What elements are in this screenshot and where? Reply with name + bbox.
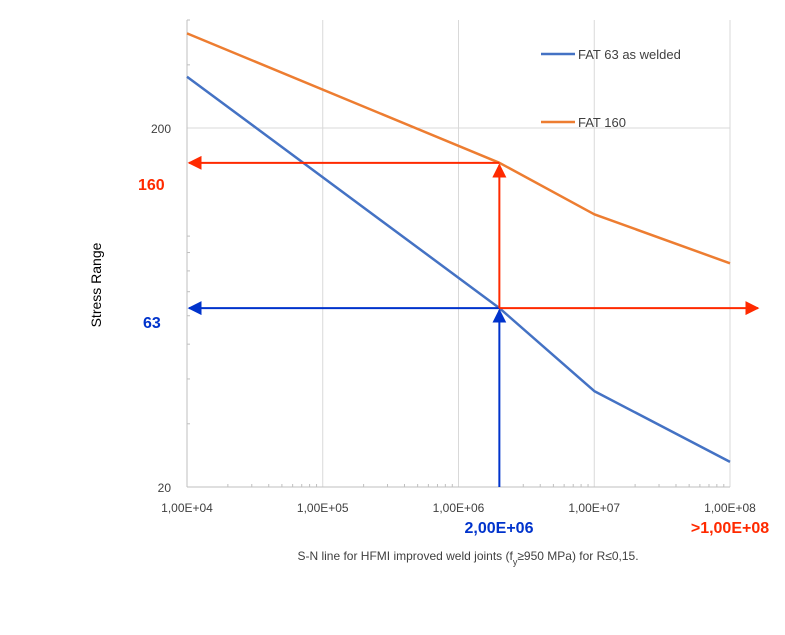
series-line-0	[186, 75, 731, 464]
callout-63: 63	[143, 315, 161, 332]
arrow-layer	[187, 155, 760, 487]
x-tick-label-3: 1,00E+07	[568, 501, 620, 515]
callout-160: 160	[138, 177, 165, 194]
tick-labels: 1,00E+04 1,00E+05 1,00E+06 1,00E+07 1,00E+08…	[151, 122, 756, 515]
x-axis-title-subscript: y	[513, 557, 518, 567]
legend: FAT 63 as welded FAT 160	[541, 47, 681, 130]
y-tick-label-1: 200	[151, 122, 171, 136]
x-axis-title: S-N line for HFMI improved weld joints (…	[297, 549, 638, 567]
legend-label-1: FAT 160	[578, 115, 626, 130]
x-axis-title-prefix: S-N line for HFMI improved weld joints (…	[297, 549, 513, 563]
series-line-1	[186, 32, 731, 265]
series-layer	[186, 32, 731, 464]
legend-label-0: FAT 63 as welded	[578, 47, 681, 62]
callout-2e06: 2,00E+06	[465, 520, 534, 537]
x-axis-title-suffix: ≥950 MPa) for R≤0,15.	[517, 549, 638, 563]
x-tick-label-1: 1,00E+05	[297, 501, 349, 515]
x-tick-label-4: 1,00E+08	[704, 501, 756, 515]
grid	[186, 19, 731, 488]
x-tick-label-2: 1,00E+06	[433, 501, 485, 515]
x-tick-label-0: 1,00E+04	[161, 501, 213, 515]
y-tick-label-0: 20	[158, 481, 172, 495]
callout-1e08: >1,00E+08	[691, 520, 769, 537]
y-axis-title: Stress Range	[88, 242, 104, 327]
